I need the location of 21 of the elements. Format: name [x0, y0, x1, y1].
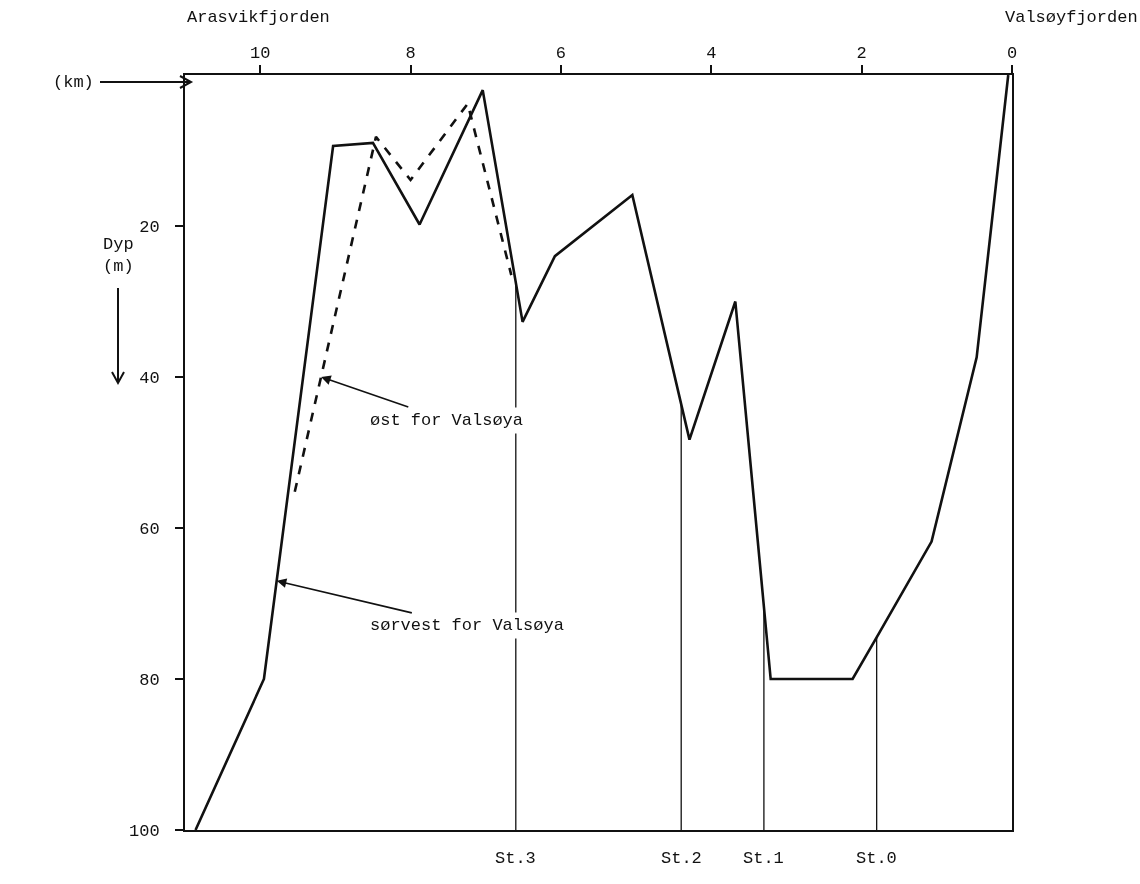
- y-tick-label: 60: [139, 519, 160, 539]
- ref-line-label: St.0: [856, 849, 897, 868]
- x-tick-label: 4: [706, 44, 717, 64]
- ref-line-label: St.3: [495, 849, 536, 868]
- annotation: øst for Valsøya: [370, 411, 524, 430]
- y-axis-title: Dyp (m): [103, 235, 134, 277]
- x-tick-label: 10: [249, 44, 271, 64]
- x-tick-label: 2: [856, 44, 867, 64]
- ref-line-label: St.2: [661, 849, 702, 868]
- text: Valsøyfjorden: [1005, 8, 1138, 27]
- y-tick-label: 80: [139, 670, 160, 690]
- y-tick-label: 40: [139, 368, 160, 388]
- x-tick-label: 8: [405, 44, 416, 64]
- annotation: sørvest for Valsøya: [370, 616, 564, 635]
- x-axis-title: (km): [53, 73, 94, 92]
- x-tick-label: 6: [555, 44, 567, 64]
- ref-line-label: St.1: [743, 849, 784, 868]
- x-tick-label: 0: [1006, 44, 1018, 64]
- y-tick-label: 20: [139, 217, 160, 237]
- y-tick-label: 100: [128, 821, 160, 841]
- text: Arasvikfjorden: [187, 8, 330, 27]
